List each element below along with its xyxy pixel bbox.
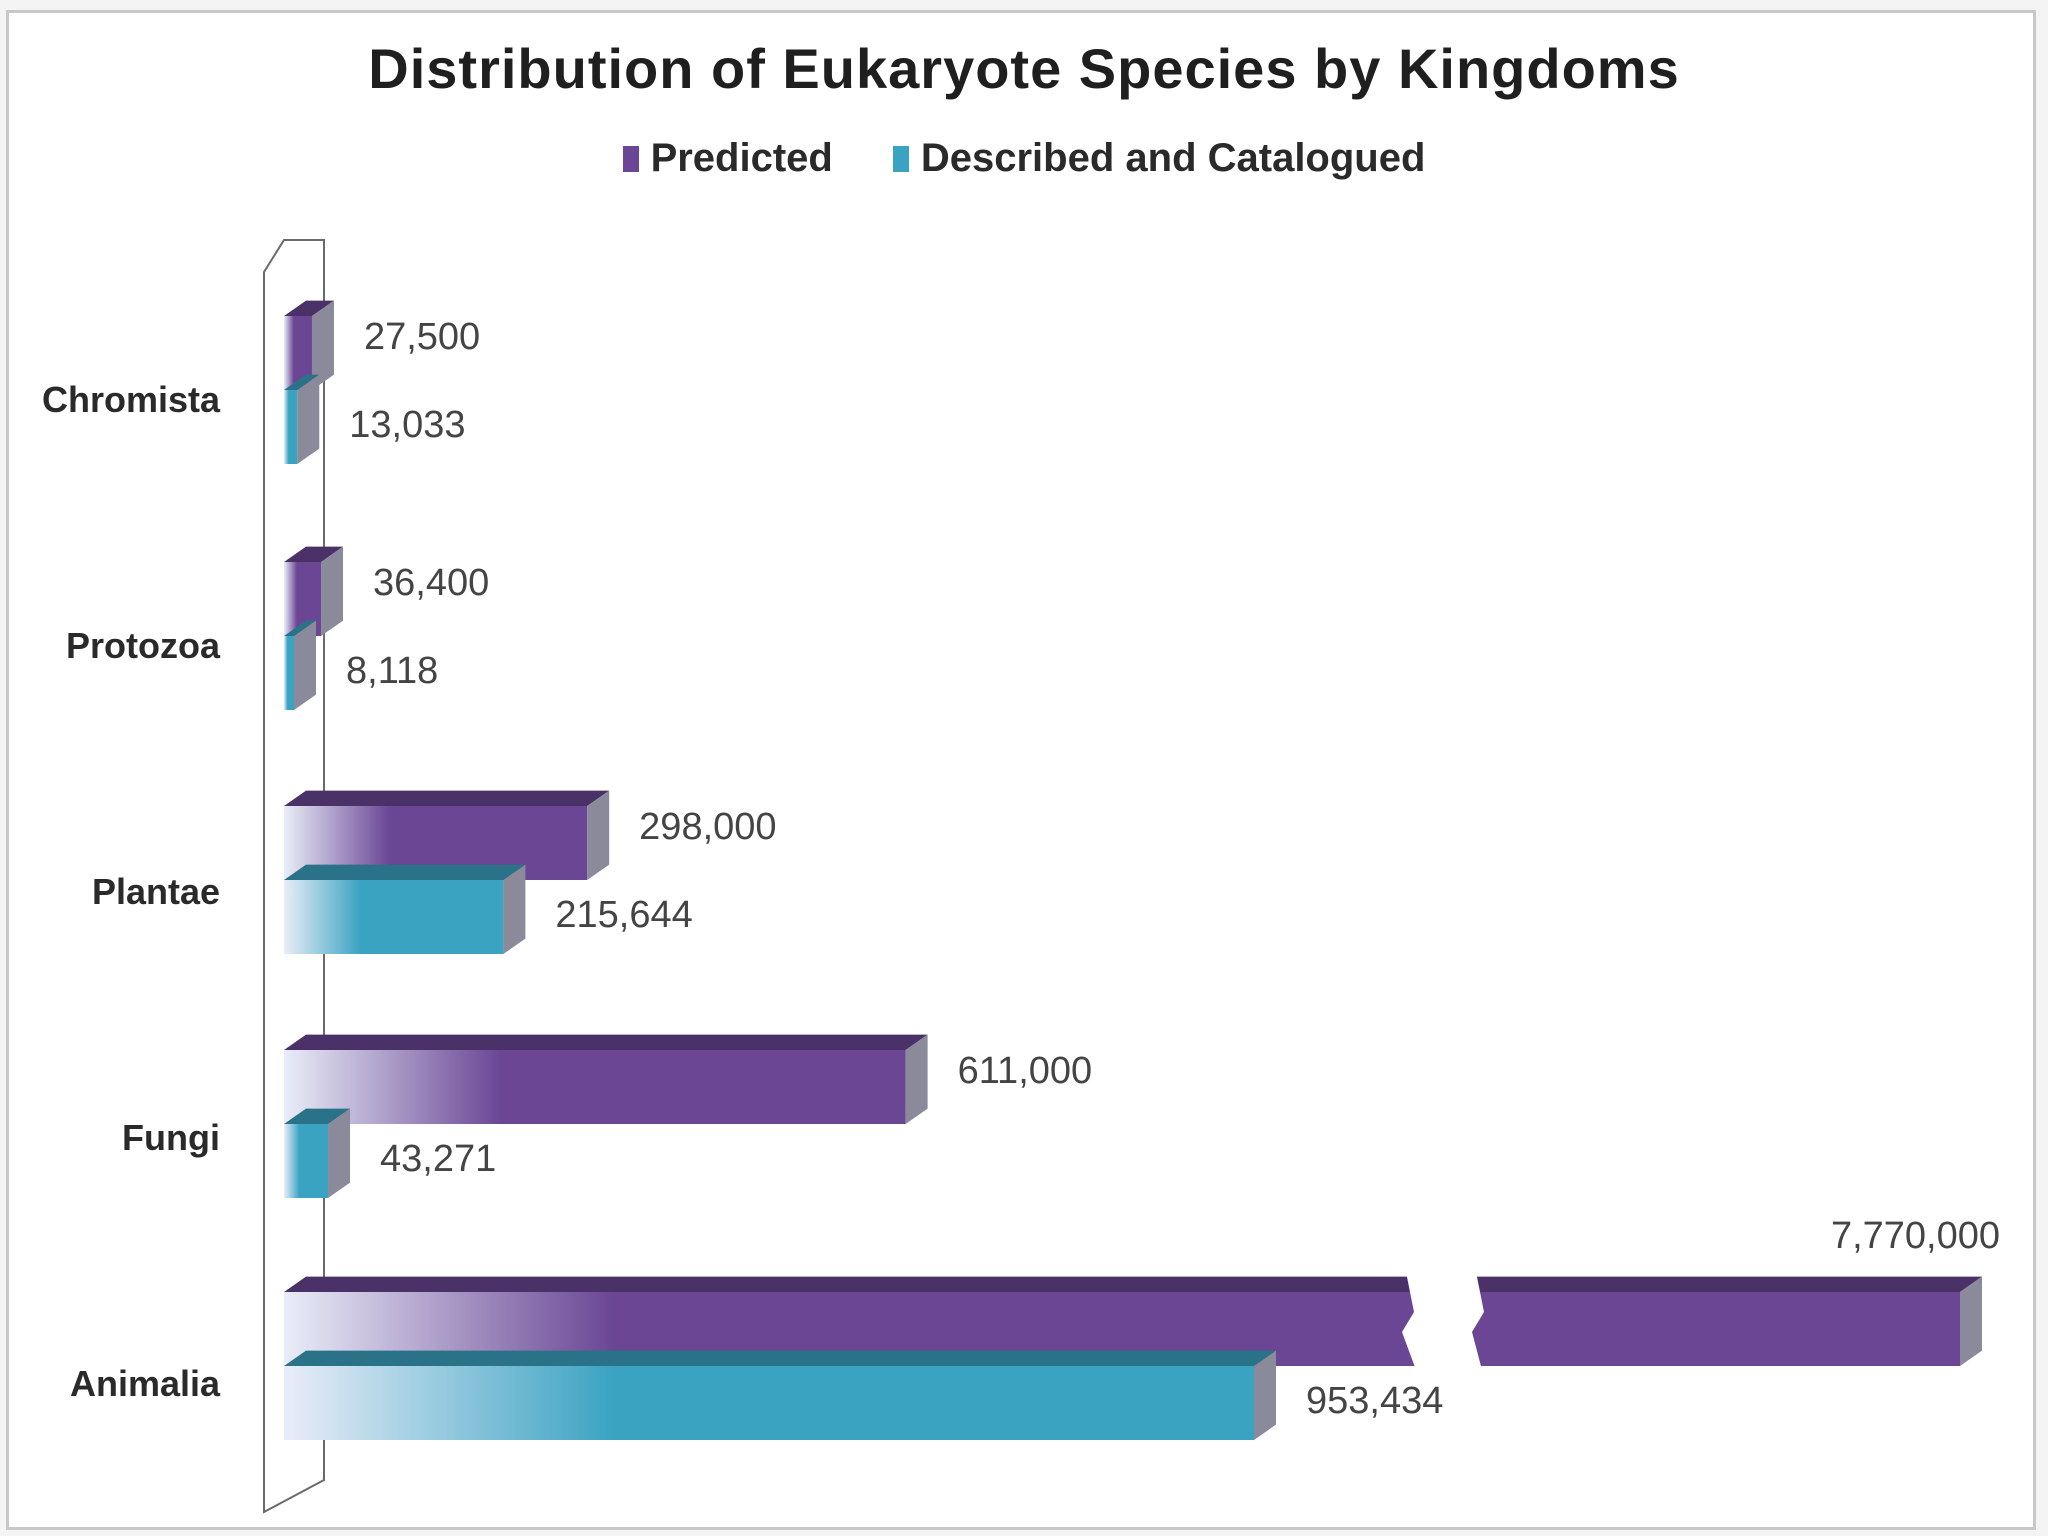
bar-side-predicted-plantae: [587, 790, 610, 880]
bar-top-described-plantae: [284, 864, 526, 880]
bar-top-predicted-fungi: [284, 1034, 928, 1050]
bar-top-predicted-animalia: [284, 1276, 1982, 1292]
axis-break-gap: [1402, 1262, 1484, 1370]
bar-top-described-chromista: [284, 374, 320, 390]
bar-side-described-chromista: [297, 374, 320, 464]
bar-side-predicted-chromista: [311, 300, 334, 390]
legend-swatch-predicted: [622, 145, 639, 172]
value-label-described-protozoa: 8,118: [346, 650, 438, 692]
bar-top-predicted-protozoa: [284, 546, 344, 562]
value-label-described-plantae: 215,644: [555, 894, 692, 936]
value-label-described-animalia: 953,434: [1306, 1380, 1443, 1422]
value-label-predicted-protozoa: 36,400: [373, 562, 489, 604]
value-label-described-fungi: 43,271: [380, 1138, 496, 1180]
bar-side-predicted-protozoa: [321, 546, 344, 636]
bar-top-predicted-chromista: [284, 300, 334, 316]
bar-top-described-animalia: [284, 1350, 1276, 1366]
chart-legend: Predicted Described and Catalogued: [0, 136, 2048, 181]
legend-swatch-described: [892, 145, 909, 172]
bar-side-described-plantae: [503, 864, 526, 954]
axis-wall: [263, 239, 325, 1514]
value-label-predicted-chromista: 27,500: [364, 316, 480, 358]
category-label-protozoa: Protozoa: [66, 625, 221, 666]
bar-top-described-fungi: [284, 1108, 351, 1124]
value-label-described-chromista: 13,033: [349, 404, 465, 446]
bar-described-chromista: [284, 390, 298, 464]
bar-predicted-fungi: [284, 1050, 906, 1124]
chart-title: Distribution of Eukaryote Species by Kin…: [368, 37, 1680, 100]
bar-side-described-protozoa: [294, 620, 316, 710]
value-label-predicted-animalia: 7,770,000: [1831, 1215, 2000, 1257]
bar-described-protozoa: [284, 636, 294, 710]
legend-label-predicted: Predicted: [650, 136, 833, 180]
bar-described-animalia: [284, 1366, 1254, 1440]
category-label-fungi: Fungi: [122, 1117, 220, 1158]
legend-label-described: Described and Catalogued: [920, 136, 1426, 180]
legend-item-described: Described and Catalogued: [892, 136, 1426, 181]
bar-side-described-animalia: [1254, 1350, 1276, 1440]
bar-top-predicted-plantae: [284, 790, 610, 806]
bar-side-predicted-fungi: [905, 1034, 928, 1124]
category-label-plantae: Plantae: [92, 871, 220, 912]
category-label-chromista: Chromista: [42, 379, 221, 420]
value-label-predicted-fungi: 611,000: [958, 1050, 1093, 1092]
bar-top-described-protozoa: [284, 620, 316, 636]
bar-described-plantae: [284, 880, 504, 954]
bar-side-described-fungi: [328, 1108, 351, 1198]
legend-item-predicted: Predicted: [622, 136, 833, 181]
bar-described-fungi: [284, 1124, 329, 1198]
category-label-animalia: Animalia: [70, 1363, 221, 1404]
bar-side-predicted-animalia: [1960, 1276, 1982, 1366]
value-label-predicted-plantae: 298,000: [639, 806, 776, 848]
